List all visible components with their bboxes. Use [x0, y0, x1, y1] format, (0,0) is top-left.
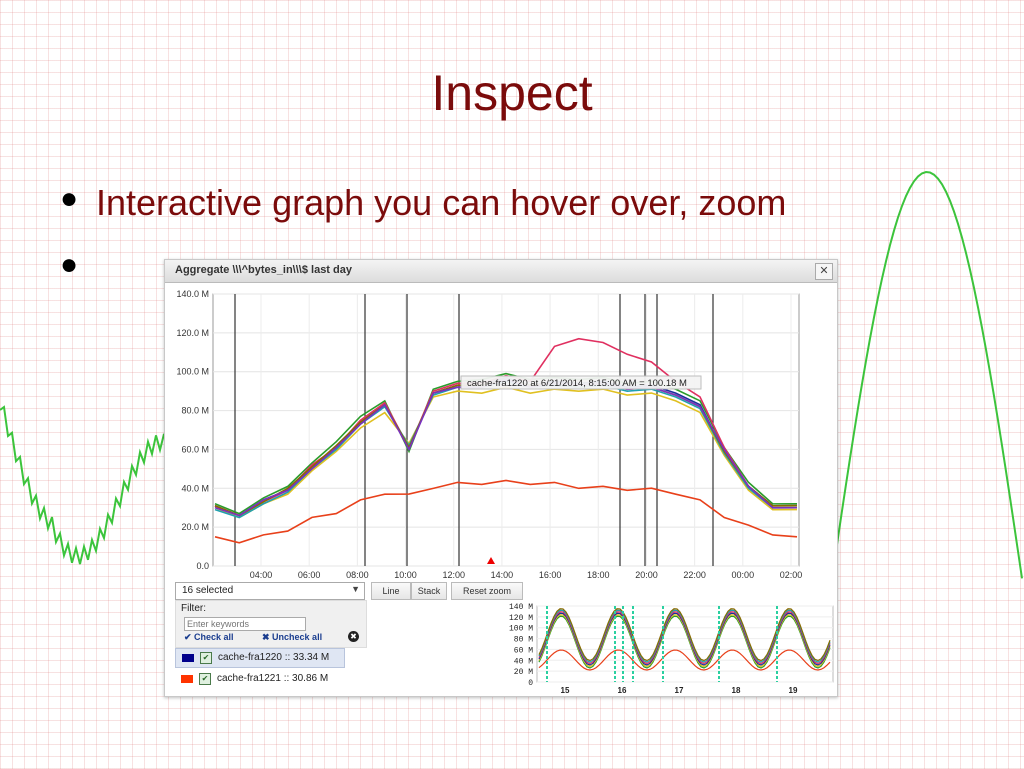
list-item[interactable]: ✔ cache-fra1220 :: 33.34 M: [175, 648, 345, 668]
checkbox[interactable]: ✔: [200, 652, 212, 664]
y-tick-label: 60 M: [514, 646, 533, 655]
list-item[interactable]: ✔ cache-fra1221 :: 30.86 M: [175, 670, 343, 688]
y-tick-label: 60.0 M: [181, 444, 209, 454]
y-tick-label: 40.0 M: [181, 483, 209, 493]
marker-triangle: [487, 557, 495, 564]
window-titlebar: Aggregate \\\^bytes_in\\\$ last day ✕: [165, 260, 837, 283]
check-all-link[interactable]: ✔ Check all: [184, 632, 234, 642]
y-tick-label: 120.0 M: [176, 328, 209, 338]
series-label: cache-fra1220 :: 33.34 M: [218, 652, 330, 663]
overview-series-line: [538, 608, 831, 662]
tooltip-box: [460, 375, 702, 390]
x-tick-label: 15: [561, 686, 570, 695]
x-tick-label: 02:00: [780, 570, 803, 580]
x-tick-label: 12:00: [442, 570, 465, 580]
series-color-swatch: [182, 654, 194, 662]
x-tick-label: 14:00: [491, 570, 514, 580]
filter-panel: Filter: ✔ Check all ✖ Uncheck all ✖: [175, 600, 367, 648]
overview-chart[interactable]: 0 20 M 40 M 60 M80 M 100 M 120 M 140 M 15 16 17 18…: [485, 600, 837, 696]
slide-title: Inspect: [431, 65, 593, 121]
y-tick-label: 0.0: [196, 561, 209, 571]
series-line: [214, 372, 798, 515]
x-tick-label: 22:00: [683, 570, 706, 580]
traffic-line-right: [829, 171, 1023, 593]
y-tick-label: 20.0 M: [181, 522, 209, 532]
main-chart[interactable]: 0.0 20.0 M 40.0 M 60.0 M 80.0 M 100.0 M 120.0 …: [165, 282, 837, 582]
x-tick-label: 20:00: [635, 570, 658, 580]
x-tick-label: 04:00: [250, 570, 273, 580]
x-tick-label: 08:00: [346, 570, 369, 580]
x-tick-label: 19: [789, 686, 798, 695]
x-tick-label: 10:00: [394, 570, 417, 580]
bullet-text: Interactive graph you can hover over, zo…: [96, 182, 787, 223]
close-button[interactable]: ✕: [815, 263, 833, 280]
stack-button[interactable]: Stack: [411, 582, 447, 600]
bullet-1: ● Interactive graph you can hover over, …: [60, 182, 960, 226]
y-tick-label: 80 M: [514, 636, 533, 645]
traffic-line-left: [0, 405, 169, 565]
window-title: Aggregate \\\^bytes_in\\\$ last day: [175, 264, 352, 276]
bullet-dot: ●: [60, 182, 79, 215]
x-tick-label: 18: [732, 686, 741, 695]
series-selector[interactable]: 16 selected ▼: [175, 582, 365, 600]
selected-count: 16 selected: [182, 585, 234, 596]
y-tick-label: 100.0 M: [176, 367, 209, 377]
y-tick-label: 140 M: [509, 603, 533, 612]
line-button[interactable]: Line: [371, 582, 411, 600]
series-label: cache-fra1221 :: 30.86 M: [217, 673, 329, 684]
series-color-swatch: [181, 675, 193, 683]
x-tick-label: 00:00: [732, 570, 755, 580]
overview-plot-area: [536, 605, 834, 683]
bullet-dot: ●: [60, 248, 79, 281]
overview-series-line: [538, 649, 831, 671]
bullet-2: ●: [60, 248, 120, 288]
filter-label: Filter:: [181, 603, 206, 614]
x-tick-label: 16:00: [539, 570, 562, 580]
y-tick-label: 100 M: [509, 625, 533, 634]
reset-zoom-button[interactable]: Reset zoom: [451, 582, 523, 600]
y-tick-label: 140.0 M: [176, 289, 209, 299]
x-tick-label: 18:00: [587, 570, 610, 580]
checkbox[interactable]: ✔: [199, 673, 211, 685]
x-tick-label: 17: [675, 686, 684, 695]
clear-icon[interactable]: ✖: [348, 631, 359, 642]
x-tick-label: 06:00: [298, 570, 321, 580]
series-line: [214, 479, 798, 544]
x-tick-label: 16: [618, 686, 627, 695]
y-tick-label: 0: [528, 679, 533, 688]
plot-area: [212, 293, 800, 567]
y-tick-label: 120 M: [509, 614, 533, 623]
filter-input[interactable]: [184, 617, 306, 631]
y-tick-label: 40 M: [514, 657, 533, 666]
chevron-down-icon: ▼: [351, 584, 360, 594]
graph-window: Aggregate \\\^bytes_in\\\$ last day ✕ 0.…: [164, 259, 838, 697]
y-tick-label: 80.0 M: [181, 406, 209, 416]
tooltip-text: cache-fra1220 at 6/21/2014, 8:15:00 AM =…: [467, 378, 687, 389]
y-tick-label: 20 M: [514, 668, 533, 677]
uncheck-all-link[interactable]: ✖ Uncheck all: [262, 632, 323, 642]
